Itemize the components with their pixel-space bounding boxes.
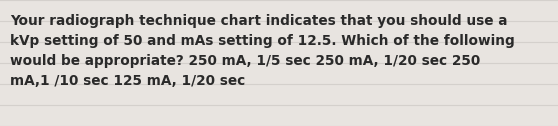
Text: Your radiograph technique chart indicates that you should use a
kVp setting of 5: Your radiograph technique chart indicate… <box>10 14 514 88</box>
